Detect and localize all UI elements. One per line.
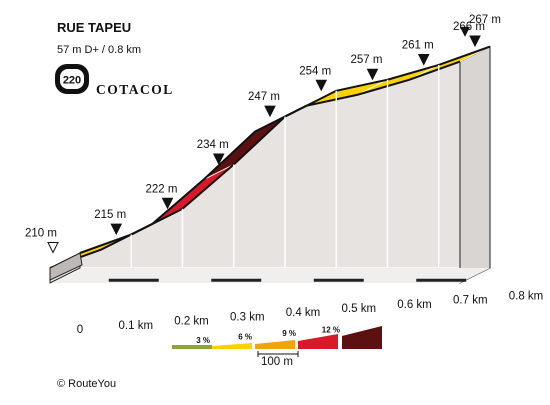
legend-scale-label: 100 m [261,356,293,368]
x-tick-label: 0.3 km [230,311,265,323]
gradient-legend: 3 % 6 % 9 % 12 % [172,326,382,357]
legend-swatch-3-6 [212,343,252,349]
legend-swatch-6-9 [255,340,295,349]
profile-front-edge [49,60,461,269]
legend-swatch-12-plus [342,326,382,349]
elevation-marker-icon [366,68,379,81]
x-tick-label: 0.8 km [509,290,544,302]
legend-swatch-0-3 [172,345,212,349]
elevation-markers: 210 m 215 m 222 m 234 m 247 m 254 m 257 m 261 m… [25,14,501,254]
profile-floor [50,268,490,283]
x-tick-label: 0.1 km [119,320,154,332]
x-tick-label: 0.6 km [397,299,432,311]
elevation-label: 222 m [146,183,178,195]
x-tick-label: 0.7 km [453,295,488,307]
elevation-marker-icon [417,53,430,66]
profile-face-column [386,64,440,269]
elevation-label: 257 m [351,54,383,66]
cotacol-number: 220 [63,75,81,87]
elevation-label: 247 m [248,91,280,103]
x-tick-label: 0.2 km [174,316,209,328]
elevation-marker-icon [110,223,123,236]
cotacol-logo-text: COTACOL [96,82,174,97]
copyright-text: © RouteYou [57,378,116,390]
x-tick-label: 0 [77,324,83,336]
profile-side-face [459,45,491,284]
x-tick-label: 0.5 km [342,303,377,315]
elevation-marker-icon [469,35,481,48]
cotacol-badge-inner [60,69,84,89]
elevation-marker-icon [212,153,225,166]
elevation-marker-icon [264,105,276,118]
elevation-label: 254 m [299,65,331,77]
elevation-marker-icon [47,242,59,254]
chart-subtitle: 57 m D+ / 0.8 km [57,44,141,56]
elevation-marker-icon [161,197,174,210]
profile-area [49,45,491,284]
chart-title: RUE TAPEU [57,20,131,35]
profile-start-base [49,252,83,281]
elevation-marker-icon [315,79,328,92]
x-axis: 0 0.1 km 0.2 km 0.3 km 0.4 km 0.5 km 0.6 km 0.7… [77,290,543,336]
summit-marker-icon [460,26,470,37]
profile-face-column [130,207,184,269]
x-tick-label: 0.4 km [286,307,321,319]
legend-label: 3 % [196,336,210,345]
legend-label: 6 % [238,333,252,342]
legend-label: 9 % [282,329,296,338]
profile-face-column [335,78,389,269]
elevation-label: 261 m [402,39,434,51]
summit-elevation-label: 267 m [469,14,501,26]
elevation-label: 210 m [25,228,57,240]
legend-label: 12 % [322,326,340,335]
legend-swatch-9-12 [298,334,338,349]
elevation-label: 215 m [94,209,126,221]
cotacol-badge: 220 [55,64,89,94]
elevation-label: 234 m [197,139,229,151]
profile-face-column [284,89,337,269]
